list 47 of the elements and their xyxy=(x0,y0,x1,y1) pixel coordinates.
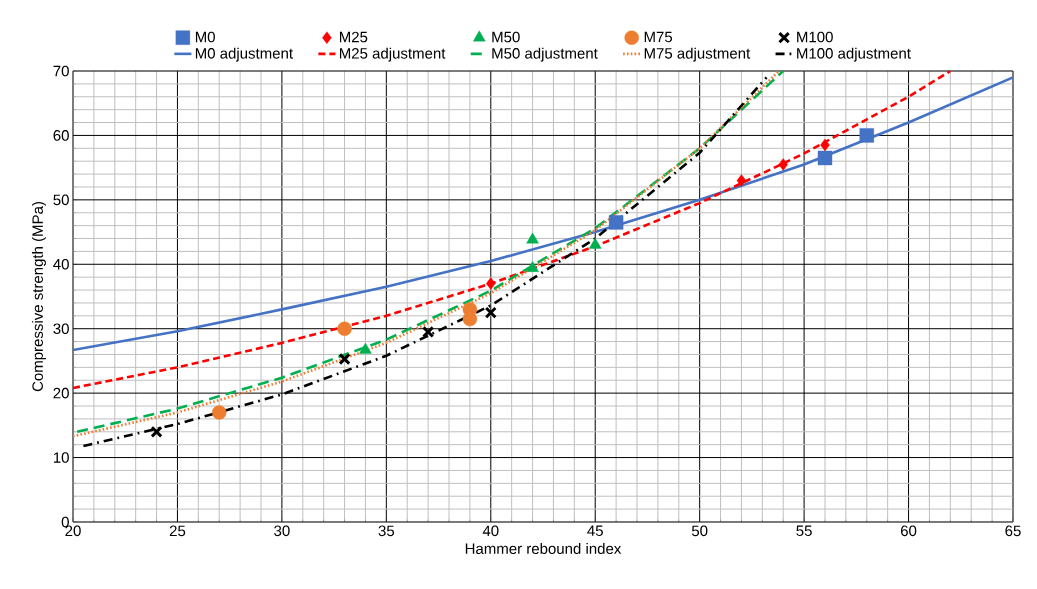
y-tick-label: 40 xyxy=(53,258,69,270)
y-tick-label: 20 xyxy=(53,387,69,399)
x-tick-label: 55 xyxy=(796,525,812,536)
legend-label: M0 xyxy=(195,31,215,43)
point xyxy=(338,352,351,366)
legend-label: M25 xyxy=(339,31,368,43)
y-tick-label: 60 xyxy=(53,130,69,141)
x-axis-title: Hammer rebound index xyxy=(465,543,622,555)
point xyxy=(736,174,747,187)
x-tick-label: 30 xyxy=(274,525,290,537)
legend-label: M75 adjustment xyxy=(644,47,751,62)
y-tick-label: 30 xyxy=(53,323,69,335)
point xyxy=(588,237,602,249)
point xyxy=(859,128,874,143)
x-tick-label: 45 xyxy=(587,525,603,536)
point xyxy=(212,405,227,420)
x-tick-label: 35 xyxy=(378,525,395,537)
point xyxy=(359,342,372,354)
legend-label: M100 xyxy=(797,31,833,43)
legend-label: M50 adjustment xyxy=(492,47,598,62)
x-tick-label: 50 xyxy=(691,525,708,537)
point xyxy=(337,321,352,336)
point xyxy=(608,215,624,230)
line-series xyxy=(73,76,1013,352)
legend-label: M25 adjustment xyxy=(339,47,446,62)
line-series xyxy=(73,71,952,390)
y-tick-label: 10 xyxy=(53,452,69,463)
point xyxy=(150,425,163,438)
x-tick-label: 65 xyxy=(1005,525,1021,537)
x-tick-label: 60 xyxy=(900,525,917,537)
y-tick-label: 50 xyxy=(53,194,69,206)
x-tick-label: 25 xyxy=(169,525,186,537)
point xyxy=(778,158,788,171)
point xyxy=(526,260,539,272)
legend-label: M50 xyxy=(492,31,520,43)
point xyxy=(486,277,496,290)
legend-label: M100 adjustment xyxy=(797,47,911,62)
legend-label: M0 adjustment xyxy=(195,47,293,62)
y-axis-title: Compressive strength (MPa) xyxy=(31,202,46,392)
legend-label: M75 xyxy=(644,31,673,43)
point xyxy=(484,306,497,319)
point xyxy=(820,138,830,152)
point xyxy=(422,325,435,339)
point xyxy=(817,150,833,166)
y-tick-label: 70 xyxy=(53,65,69,77)
point xyxy=(526,232,539,244)
x-tick-label: 40 xyxy=(482,525,499,537)
